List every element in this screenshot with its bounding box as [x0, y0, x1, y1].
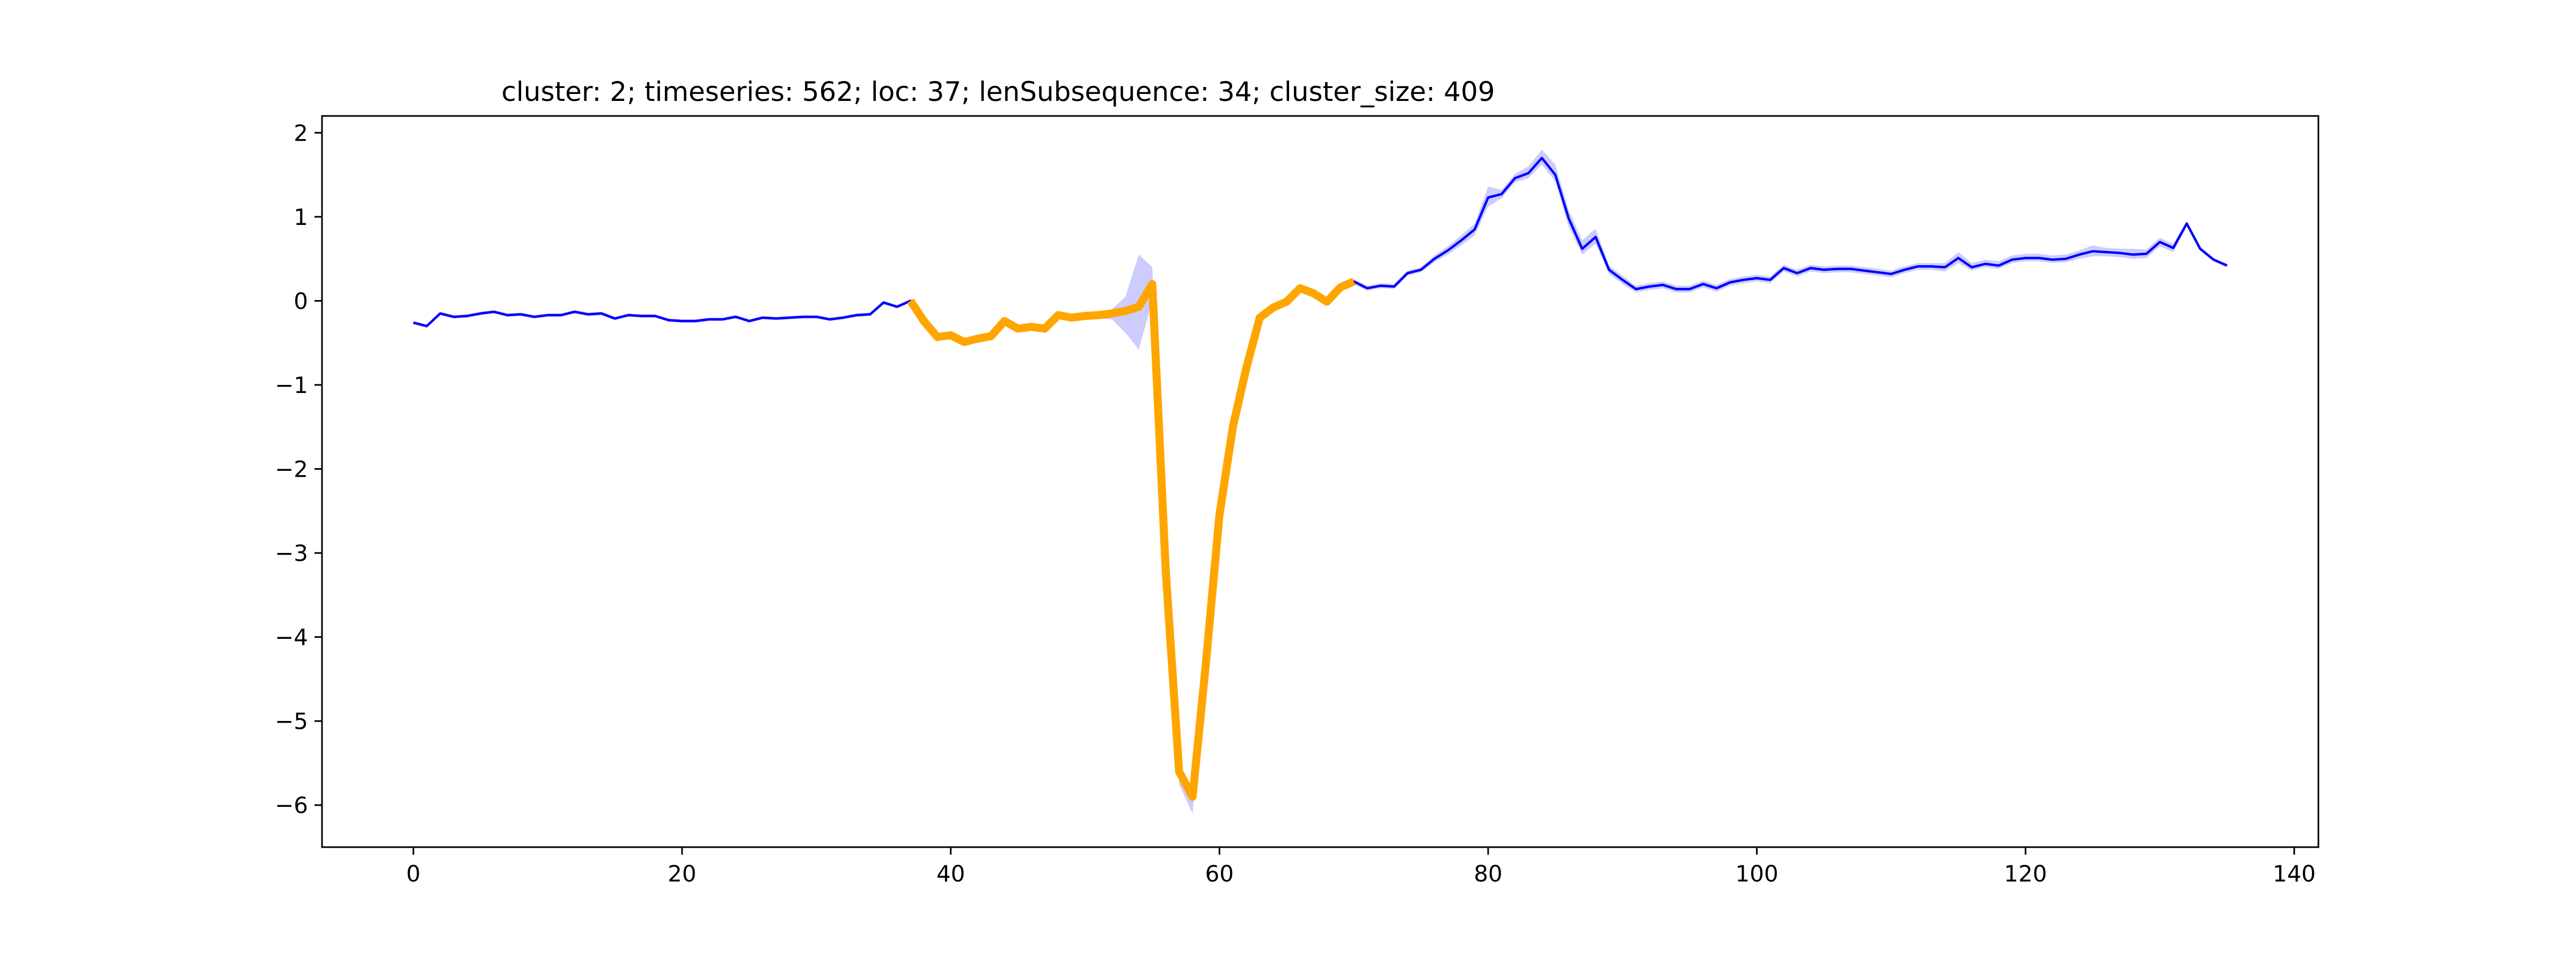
y-tick-label: −4	[275, 624, 308, 651]
x-tick-label: 60	[1205, 861, 1234, 887]
y-tick-label: −6	[275, 792, 308, 819]
x-axis: 0 20 40 60 80 100 120 140	[406, 847, 2316, 887]
x-tick-label: 80	[1474, 861, 1502, 887]
axes-frame	[321, 115, 2319, 848]
y-tick-label: 1	[294, 204, 308, 230]
x-tick-label: 140	[2273, 861, 2316, 887]
y-tick-label: −3	[275, 540, 308, 566]
plot-area	[413, 149, 2228, 814]
y-tick-label: −5	[275, 708, 308, 734]
x-tick-label: 0	[406, 861, 421, 887]
chart-title: cluster: 2; timeseries: 562; loc: 37; le…	[501, 76, 1495, 107]
y-axis: −6 −5 −4 −3 −2 −1 0 1 2	[275, 120, 322, 819]
highlight-subsequence-line	[907, 278, 1356, 801]
series-line	[413, 157, 2228, 798]
y-tick-label: −2	[275, 456, 308, 483]
y-tick-label: −1	[275, 372, 308, 398]
x-tick-label: 100	[1736, 861, 1779, 887]
y-tick-label: 0	[294, 288, 308, 314]
x-tick-label: 120	[2004, 861, 2047, 887]
confidence-band	[413, 149, 2227, 814]
y-tick-label: 2	[294, 120, 308, 146]
x-tick-label: 20	[668, 861, 696, 887]
x-tick-label: 40	[936, 861, 965, 887]
